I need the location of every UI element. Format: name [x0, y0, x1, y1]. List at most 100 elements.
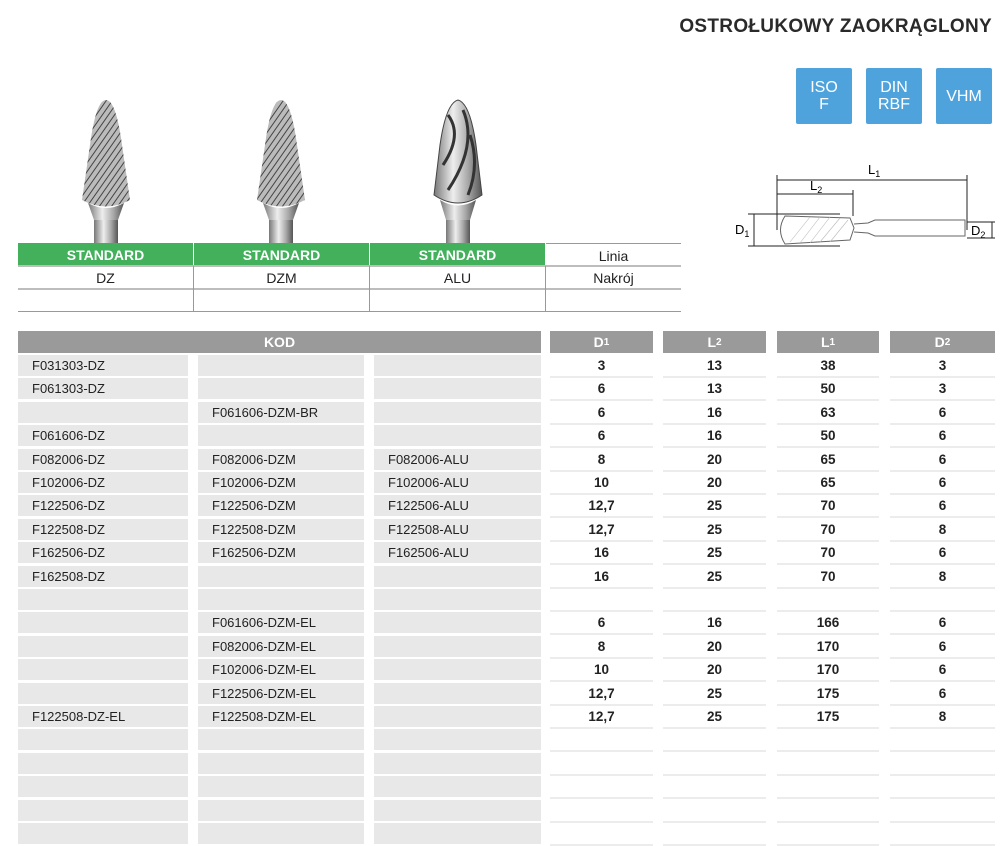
cell-l1: 50 — [777, 425, 879, 449]
cell-d1: 6 — [550, 402, 653, 425]
cell-l2: 20 — [663, 636, 766, 659]
cell-d1: 8 — [550, 449, 653, 472]
cell-code-alu — [374, 378, 541, 400]
cell-code-dz — [18, 659, 188, 681]
tool-image-dz — [82, 100, 130, 243]
cell-d1: 12,7 — [550, 519, 653, 542]
cell-code-dzm — [198, 799, 364, 821]
label-d2: D2 — [971, 223, 985, 240]
cell-l2: 16 — [663, 425, 766, 449]
cell-l1 — [777, 823, 879, 846]
cell-code-dz — [18, 635, 188, 657]
cell-l2 — [663, 589, 766, 612]
cell-d2: 6 — [890, 659, 995, 683]
cell-d1: 16 — [550, 566, 653, 589]
cell-code-alu — [374, 425, 541, 447]
cell-l2: 25 — [663, 706, 766, 729]
cell-code-dz — [18, 401, 188, 423]
label-l1: L1 — [868, 162, 880, 179]
cell-d2: 6 — [890, 683, 995, 706]
cell-code-dzm: F061606-DZM-EL — [198, 612, 364, 634]
cell-l2: 20 — [663, 449, 766, 472]
cell-code-dz — [18, 799, 188, 821]
cell-l1: 70 — [777, 542, 879, 566]
cell-code-dzm — [198, 565, 364, 587]
cell-l1 — [777, 753, 879, 776]
cell-code-alu — [374, 752, 541, 774]
cell-code-dzm: F061606-DZM-BR — [198, 401, 364, 423]
cell-d2 — [890, 589, 995, 612]
cell-d1 — [550, 823, 653, 846]
cell-l1: 70 — [777, 566, 879, 589]
cell-code-dzm: F122506-DZM — [198, 495, 364, 517]
cell-code-dz: F082006-DZ — [18, 448, 188, 470]
cell-l1: 175 — [777, 706, 879, 729]
cell-code-dzm: F082006-DZM-EL — [198, 635, 364, 657]
cell-l2 — [663, 800, 766, 823]
cell-code-dz — [18, 752, 188, 774]
cell-d2: 6 — [890, 425, 995, 449]
cell-d2: 8 — [890, 519, 995, 542]
cell-code-dz — [18, 589, 188, 610]
badge-din: DIN RBF — [866, 68, 922, 124]
type-dzm: DZM — [266, 269, 297, 286]
cell-l1: 175 — [777, 683, 879, 706]
cell-code-dz — [18, 612, 188, 634]
cell-code-dz: F061606-DZ — [18, 425, 188, 447]
cell-d1: 6 — [550, 378, 653, 402]
cell-d2 — [890, 800, 995, 823]
cell-l1 — [777, 589, 879, 612]
cell-code-dzm — [198, 776, 364, 798]
cell-l2: 16 — [663, 612, 766, 636]
cell-d2: 6 — [890, 612, 995, 636]
cell-code-alu — [374, 706, 541, 727]
cell-l1: 166 — [777, 612, 879, 636]
cell-code-dzm: F082006-DZM — [198, 448, 364, 470]
cell-l1: 170 — [777, 636, 879, 659]
cell-code-dzm: F122508-DZM — [198, 518, 364, 540]
cell-l2 — [663, 823, 766, 846]
cell-l1: 70 — [777, 519, 879, 542]
cell-d1 — [550, 729, 653, 753]
cell-d2: 6 — [890, 402, 995, 425]
cell-code-alu: F162506-ALU — [374, 542, 541, 564]
type-alu: ALU — [443, 269, 472, 286]
type-dz: DZ — [96, 269, 115, 286]
cell-d1: 10 — [550, 659, 653, 683]
cell-code-dz: F031303-DZ — [18, 355, 188, 376]
type-label: Nakrój — [593, 269, 634, 286]
cell-code-dz: F122506-DZ — [18, 495, 188, 517]
cell-l2: 13 — [663, 378, 766, 402]
cell-code-dzm: F162506-DZM — [198, 542, 364, 564]
cell-l2: 25 — [663, 542, 766, 566]
cell-code-dz: F122508-DZ-EL — [18, 706, 188, 727]
cell-code-dzm — [198, 355, 364, 376]
cell-code-alu — [374, 401, 541, 423]
label-d1: D1 — [735, 222, 749, 239]
cell-l2: 25 — [663, 566, 766, 589]
label-l2: L2 — [810, 178, 822, 195]
cell-d1: 12,7 — [550, 683, 653, 706]
tool-image-alu — [433, 99, 483, 243]
cell-code-alu — [374, 799, 541, 821]
cell-d2: 6 — [890, 636, 995, 659]
cell-l1: 65 — [777, 449, 879, 472]
cell-code-dz: F162506-DZ — [18, 542, 188, 564]
cell-l2 — [663, 729, 766, 753]
cell-l2 — [663, 753, 766, 776]
cell-d1: 6 — [550, 425, 653, 449]
cell-l2: 25 — [663, 519, 766, 542]
cell-code-alu — [374, 659, 541, 681]
cell-d1: 12,7 — [550, 706, 653, 729]
cell-code-dz — [18, 682, 188, 704]
cell-code-alu: F102006-ALU — [374, 472, 541, 493]
cell-code-alu — [374, 355, 541, 376]
badge-vhm: VHM — [936, 68, 992, 124]
cell-code-dzm — [198, 378, 364, 400]
cell-code-alu — [374, 565, 541, 587]
cell-d1 — [550, 589, 653, 612]
